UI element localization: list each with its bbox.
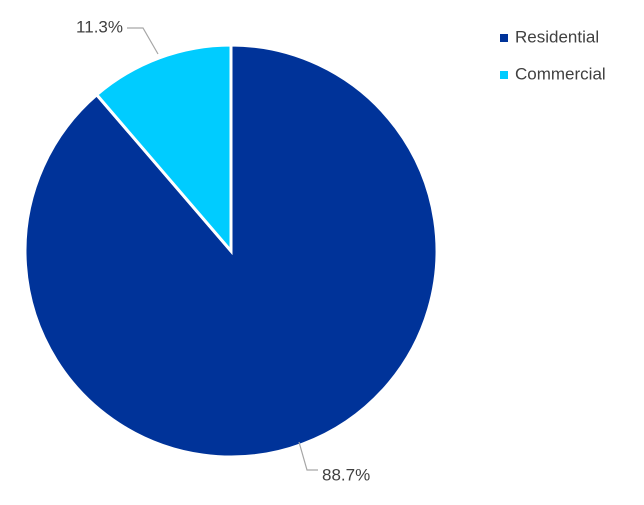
legend: Residential Commercial xyxy=(500,27,606,83)
legend-label-commercial: Commercial xyxy=(515,64,606,83)
legend-swatch-commercial xyxy=(500,71,508,79)
leader-line-commercial xyxy=(127,27,159,55)
data-label-commercial: 11.3% xyxy=(76,17,123,36)
data-labels: 88.7% 11.3% xyxy=(76,17,370,484)
pie-slice-commercial xyxy=(94,43,233,256)
legend-label-residential: Residential xyxy=(515,27,599,46)
legend-swatch-residential xyxy=(500,34,508,42)
pie-slices xyxy=(23,43,439,459)
leader-line-residential xyxy=(298,441,318,471)
leader-lines xyxy=(127,27,318,471)
data-label-residential: 88.7% xyxy=(322,465,370,484)
